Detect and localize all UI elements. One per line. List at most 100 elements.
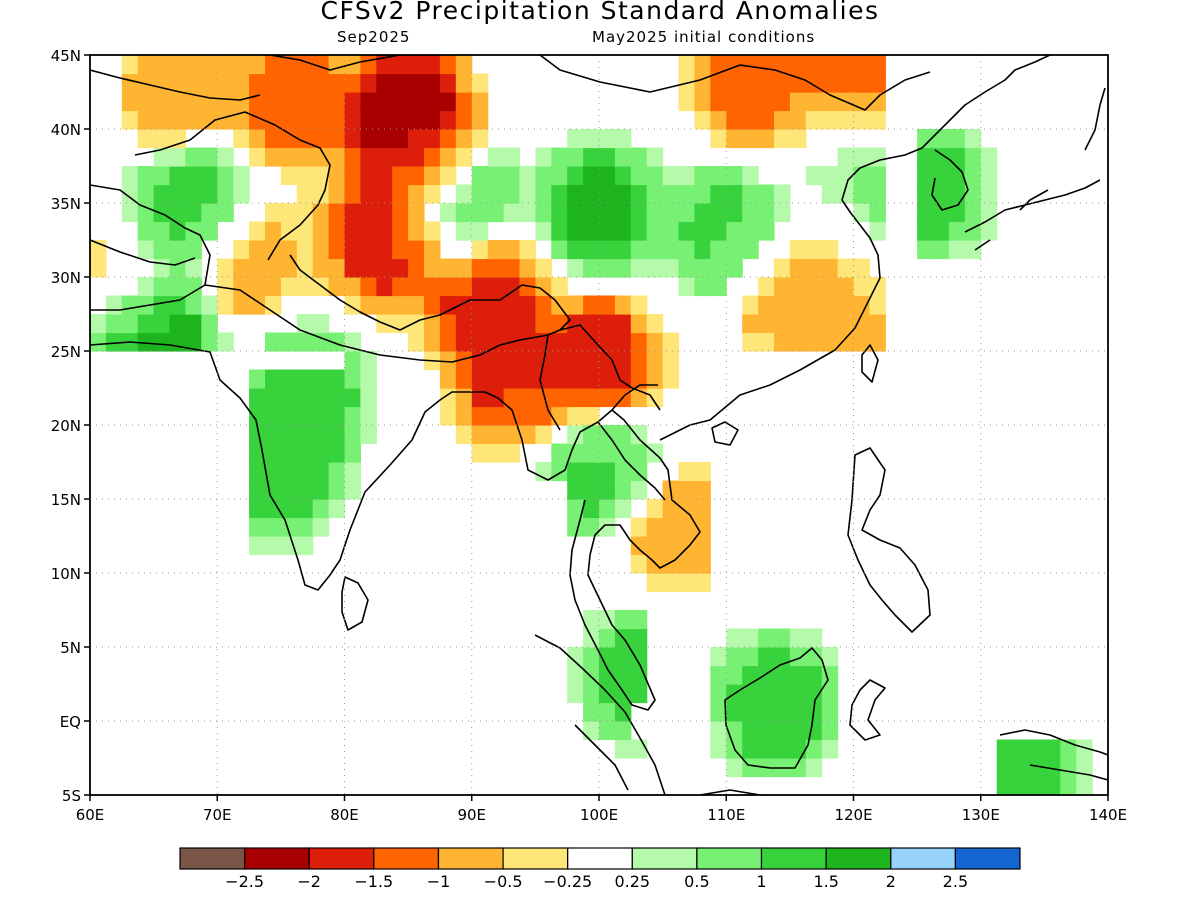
anomaly-cell xyxy=(583,425,600,445)
anomaly-cell xyxy=(137,184,155,204)
anomaly-cell xyxy=(519,295,536,315)
coastline-india-southeast-asia xyxy=(90,341,701,711)
anomaly-cell xyxy=(678,277,695,297)
anomaly-cell xyxy=(662,240,680,260)
anomaly-cell xyxy=(535,388,552,408)
anomaly-cell xyxy=(376,240,393,260)
anomaly-cell xyxy=(392,221,409,241)
anomaly-cell xyxy=(853,147,870,167)
anomaly-cell xyxy=(312,406,330,426)
anomaly-cell xyxy=(121,110,139,130)
anomaly-cell xyxy=(869,110,886,130)
colorbar-label: 2.5 xyxy=(943,872,968,891)
anomaly-cell xyxy=(376,295,393,315)
anomaly-cell xyxy=(169,314,186,334)
anomaly-cell xyxy=(392,258,409,278)
anomaly-cell xyxy=(312,425,330,445)
anomaly-cell xyxy=(201,203,218,223)
anomaly-cell xyxy=(567,517,584,537)
anomaly-cell xyxy=(837,55,855,75)
anomaly-cell xyxy=(471,295,489,315)
anomaly-cell xyxy=(694,499,711,519)
anomaly-cell xyxy=(599,462,616,482)
anomaly-cell xyxy=(217,110,234,130)
anomaly-cell xyxy=(630,369,648,389)
anomaly-cell xyxy=(185,92,202,112)
anomaly-cell xyxy=(153,73,171,93)
anomaly-cell xyxy=(614,129,632,149)
colorbar-label: −0.25 xyxy=(543,872,592,891)
anomaly-cell xyxy=(694,92,711,112)
anomaly-cell xyxy=(90,258,107,278)
anomaly-cell xyxy=(805,295,823,315)
anomaly-cell xyxy=(328,240,346,260)
anomaly-cell xyxy=(837,147,855,167)
anomaly-cell xyxy=(599,499,616,519)
anomaly-cell xyxy=(360,147,377,167)
anomaly-cell xyxy=(1012,758,1030,778)
anomaly-cell xyxy=(535,369,552,389)
anomaly-cell xyxy=(599,721,616,741)
anomaly-cell xyxy=(90,332,107,352)
anomaly-cell xyxy=(821,258,839,278)
anomaly-cell xyxy=(614,739,632,759)
anomaly-cell xyxy=(376,73,393,93)
anomaly-cell xyxy=(121,314,139,334)
anomaly-cell xyxy=(265,258,282,278)
anomaly-cell xyxy=(471,406,489,426)
anomaly-cell xyxy=(121,55,139,75)
colorbar-label: 1 xyxy=(756,872,766,891)
anomaly-cell xyxy=(249,499,266,519)
anomaly-cell xyxy=(869,92,886,112)
anomaly-cell xyxy=(137,92,155,112)
anomaly-cell xyxy=(169,147,186,167)
anomaly-cell xyxy=(503,443,521,463)
anomaly-cell xyxy=(519,406,536,426)
border-china-west xyxy=(189,111,331,261)
anomaly-cell xyxy=(312,314,330,334)
anomaly-cell xyxy=(821,166,839,186)
lon-tick-label: 100E xyxy=(580,806,618,824)
anomaly-cell xyxy=(1012,739,1030,759)
anomaly-cell xyxy=(837,277,855,297)
anomaly-cell xyxy=(742,628,759,648)
anomaly-cell xyxy=(535,147,552,167)
anomaly-cell xyxy=(758,665,775,685)
anomaly-cell xyxy=(567,388,584,408)
anomaly-cell xyxy=(471,369,489,389)
anomaly-cell xyxy=(662,536,680,556)
anomaly-cell xyxy=(185,295,202,315)
anomaly-cell xyxy=(630,517,648,537)
anomaly-cell xyxy=(455,184,473,204)
anomaly-cell xyxy=(296,221,314,241)
anomaly-cell xyxy=(1028,758,1045,778)
anomaly-cell xyxy=(503,314,521,334)
anomaly-cell xyxy=(694,240,711,260)
anomaly-cell xyxy=(392,295,409,315)
anomaly-cell xyxy=(312,129,330,149)
anomaly-cell xyxy=(694,536,711,556)
anomaly-cell xyxy=(662,369,680,389)
anomaly-cell xyxy=(853,203,870,223)
anomaly-cell xyxy=(424,166,441,186)
anomaly-cell xyxy=(678,221,695,241)
anomaly-cell xyxy=(583,129,600,149)
anomaly-cell xyxy=(805,665,823,685)
anomaly-cell xyxy=(328,332,346,352)
anomaly-cell xyxy=(153,147,171,167)
anomaly-cell xyxy=(821,184,839,204)
anomaly-cell xyxy=(424,55,441,75)
anomaly-cell xyxy=(551,462,568,482)
anomaly-cell xyxy=(169,332,186,352)
anomaly-cell xyxy=(630,240,648,260)
anomaly-cell xyxy=(614,647,632,667)
anomaly-cell xyxy=(774,721,791,741)
anomaly-cell xyxy=(646,314,664,334)
anomaly-cell xyxy=(678,480,695,500)
anomaly-cell xyxy=(344,480,361,500)
coastline-japan xyxy=(964,87,1106,251)
anomaly-cell xyxy=(583,147,600,167)
anomaly-cell xyxy=(519,258,536,278)
anomaly-cell xyxy=(376,166,393,186)
anomaly-cell xyxy=(376,221,393,241)
